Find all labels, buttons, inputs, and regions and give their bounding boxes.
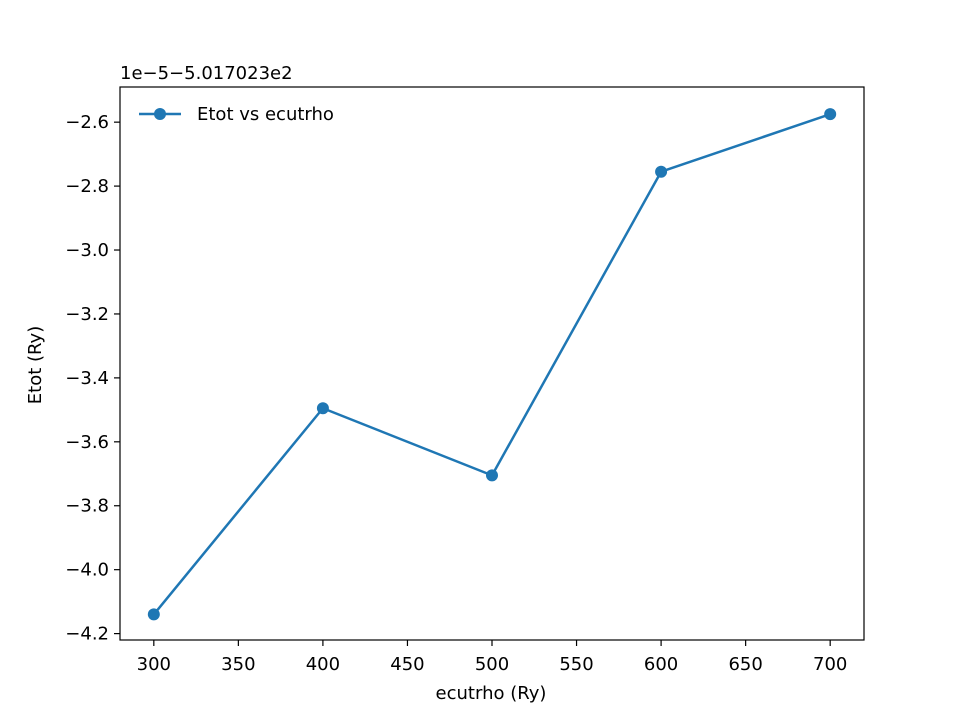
y-tick-label: −3.2 xyxy=(65,304,109,325)
x-axis-label: ecutrho (Ry) xyxy=(436,683,547,704)
x-tick-label: 300 xyxy=(137,654,171,675)
data-point xyxy=(316,402,329,415)
x-tick-label: 650 xyxy=(728,654,762,675)
data-point xyxy=(655,165,668,178)
x-tick-label: 600 xyxy=(644,654,678,675)
x-tick-label: 350 xyxy=(221,654,255,675)
y-tick-label: −4.0 xyxy=(65,560,109,581)
x-tick-label: 500 xyxy=(475,654,509,675)
y-tick-label: −3.6 xyxy=(65,432,109,453)
data-point xyxy=(486,469,498,482)
axes-frame xyxy=(119,86,865,641)
y-tick-label: −2.6 xyxy=(65,112,109,133)
data-point xyxy=(824,108,837,121)
x-tick-label: 700 xyxy=(813,654,847,675)
y-tick-label: −3.8 xyxy=(65,496,109,517)
y-axis-label: Etot (Ry) xyxy=(25,326,46,404)
x-tick-label: 400 xyxy=(306,654,340,675)
x-tick-label: 450 xyxy=(390,654,424,675)
data-point xyxy=(147,608,160,621)
plot-area: 300 350 400 450 500 550 600 650 700 −4.2 −4.0 −3.8 −… xyxy=(65,86,865,675)
legend-label: Etot vs ecutrho xyxy=(197,104,334,125)
y-tick-label: −3.4 xyxy=(65,368,109,389)
legend-marker xyxy=(154,108,166,120)
y-tick-label: −3.0 xyxy=(65,240,109,261)
y-offset-label: 1e−5−5.017023e2 xyxy=(120,63,293,84)
y-tick-label: −2.8 xyxy=(65,176,109,197)
legend: Etot vs ecutrho xyxy=(139,104,334,125)
y-tick-label: −4.2 xyxy=(65,624,109,645)
x-tick-label: 550 xyxy=(559,654,593,675)
